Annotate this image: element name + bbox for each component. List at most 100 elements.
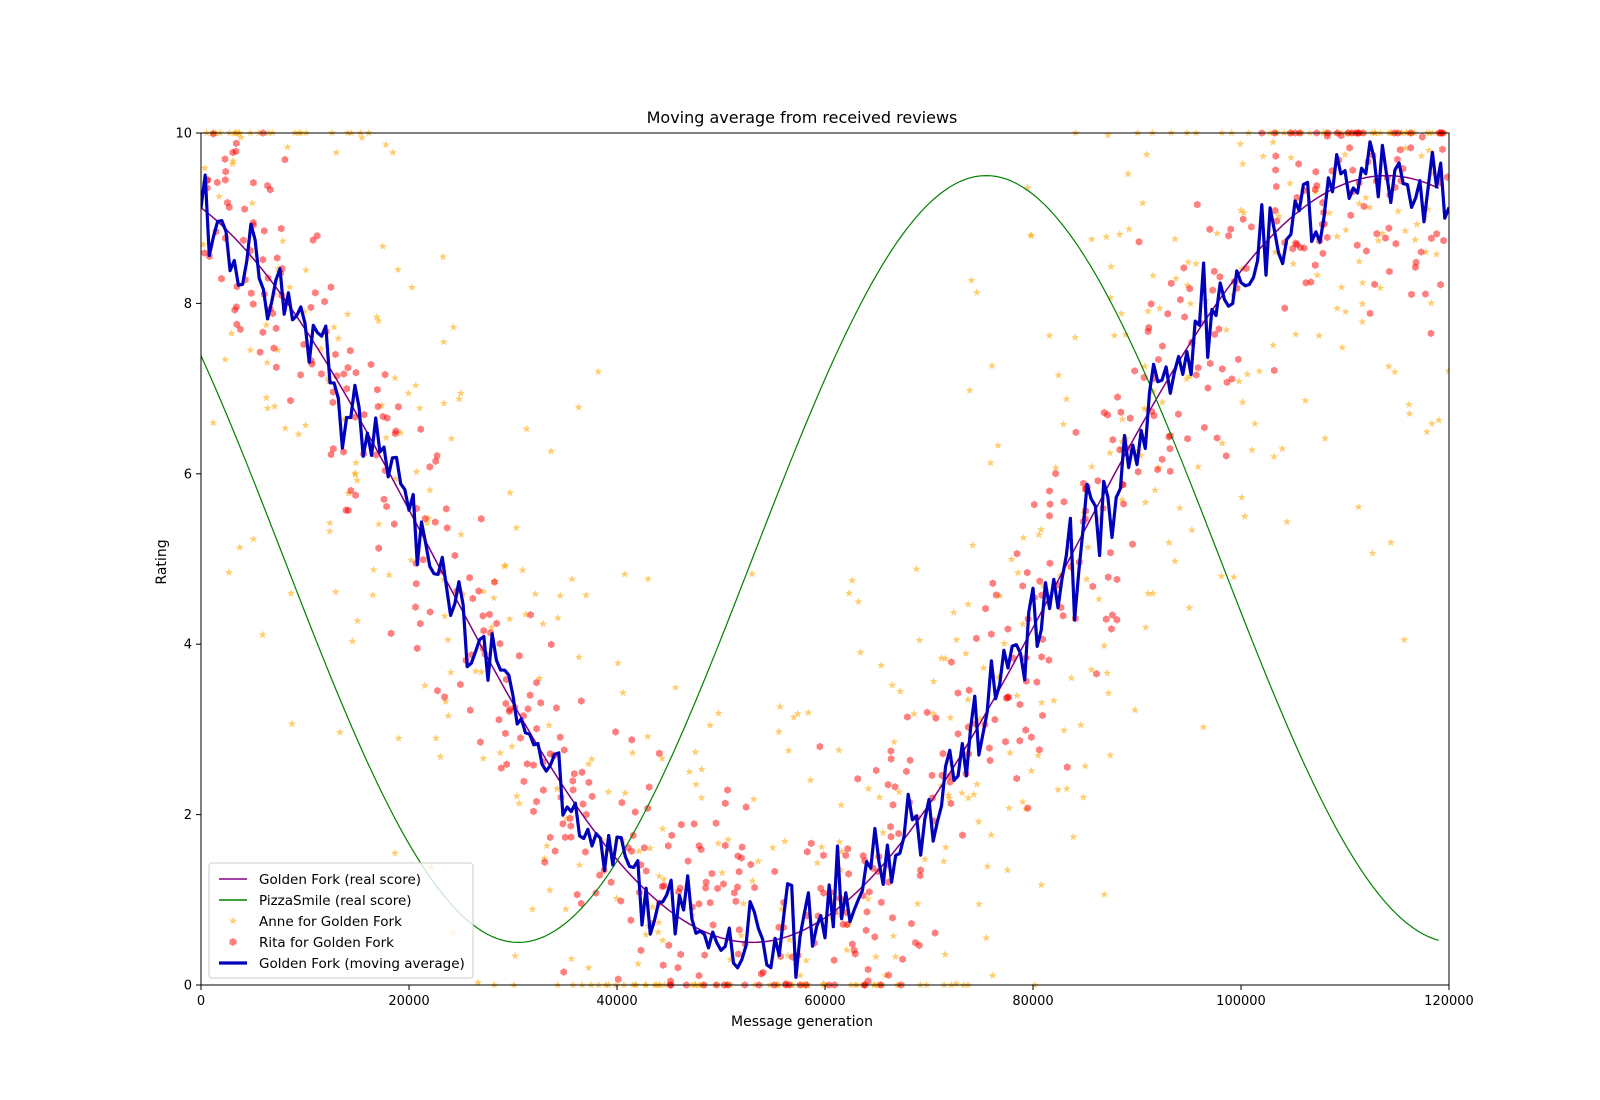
anne-point — [385, 570, 394, 579]
rita-point — [374, 385, 381, 394]
rita-point — [677, 950, 684, 959]
rita-point — [714, 884, 721, 893]
anne-point — [1045, 331, 1054, 340]
rita-point — [582, 848, 589, 856]
anne-point — [913, 899, 922, 908]
anne-point — [1136, 451, 1145, 460]
rita-point — [327, 450, 335, 459]
anne-point — [875, 793, 884, 801]
rita-point — [1117, 408, 1125, 416]
anne-point — [474, 978, 483, 987]
legend-swatch — [229, 916, 237, 925]
rita-point — [1013, 774, 1020, 783]
rita-point — [1039, 711, 1046, 720]
anne-point — [929, 677, 938, 685]
anne-point — [348, 637, 357, 645]
anne-point — [374, 316, 383, 325]
anne-point — [1035, 530, 1044, 539]
anne-point — [1144, 307, 1153, 315]
anne-point — [505, 614, 514, 623]
rita-point — [706, 898, 714, 907]
rita-point — [237, 325, 244, 334]
rita-point — [965, 686, 973, 694]
anne-point — [1013, 568, 1022, 577]
anne-point — [1067, 673, 1076, 682]
golden-fork-moving-average-line — [201, 140, 1449, 979]
rita-point — [866, 888, 873, 896]
rita-point — [556, 733, 564, 741]
anne-point — [506, 488, 515, 497]
anne-point — [641, 930, 650, 939]
rita-point — [287, 396, 294, 405]
rita-point — [1444, 173, 1449, 181]
anne-point — [964, 793, 973, 802]
anne-point — [479, 587, 488, 595]
anne-point — [724, 835, 733, 843]
anne-point — [1417, 151, 1426, 160]
rita-point — [413, 579, 420, 588]
anne-point — [1148, 589, 1157, 597]
anne-point — [671, 683, 680, 691]
rita-point — [1324, 233, 1331, 242]
anne-point — [793, 709, 802, 718]
anne-point — [390, 849, 399, 857]
anne-point — [988, 971, 997, 979]
anne-point — [659, 875, 668, 883]
anne-point — [896, 687, 905, 695]
anne-point — [236, 133, 245, 141]
anne-point — [263, 404, 272, 412]
anne-point — [1394, 207, 1403, 215]
anne-point — [1333, 232, 1342, 240]
rita-point — [627, 916, 635, 924]
x-tick-label: 80000 — [1012, 994, 1053, 1009]
rita-point — [1013, 549, 1021, 558]
rita-point — [734, 852, 742, 860]
rita-point — [1408, 290, 1415, 299]
rita-point — [240, 236, 247, 245]
rita-point — [360, 410, 368, 419]
anne-point — [1019, 533, 1028, 542]
legend-item: Anne for Golden Fork — [229, 914, 402, 930]
legend-swatch — [229, 938, 237, 946]
rita-point — [259, 328, 267, 337]
anne-point — [1240, 512, 1249, 520]
rita-point — [991, 715, 999, 724]
anne-point — [1401, 226, 1410, 235]
rita-point — [218, 274, 225, 283]
rita-point — [1109, 611, 1116, 619]
anne-point — [1270, 452, 1278, 461]
rita-point — [1211, 330, 1218, 339]
rita-point — [1273, 217, 1281, 225]
rita-point — [312, 289, 319, 297]
rita-point — [1089, 582, 1097, 591]
anne-point — [1424, 146, 1433, 154]
rita-point — [466, 573, 473, 582]
rita-point — [383, 502, 390, 511]
rita-point — [844, 845, 851, 853]
anne-point — [1278, 444, 1287, 453]
rita-point — [1045, 656, 1053, 664]
anne-point — [343, 310, 352, 318]
anne-point — [835, 837, 844, 846]
anne-point — [1333, 304, 1342, 312]
rita-point — [675, 888, 682, 896]
anne-point — [285, 283, 294, 291]
rita-point — [986, 744, 993, 752]
rita-point — [986, 756, 994, 765]
rita-point — [573, 890, 581, 899]
rita-point — [849, 940, 856, 948]
rita-point — [222, 167, 229, 176]
anne-point — [471, 667, 480, 675]
anne-point — [1422, 427, 1431, 436]
anne-point — [407, 283, 416, 291]
anne-point — [834, 746, 843, 754]
rita-point — [596, 871, 603, 879]
rita-point — [1093, 670, 1100, 678]
rita-point — [578, 768, 586, 777]
rita-point — [264, 181, 271, 190]
anne-point — [691, 747, 700, 756]
anne-point — [614, 658, 622, 667]
anne-point — [952, 979, 961, 988]
rita-point — [709, 921, 717, 929]
anne-point — [1184, 258, 1193, 266]
